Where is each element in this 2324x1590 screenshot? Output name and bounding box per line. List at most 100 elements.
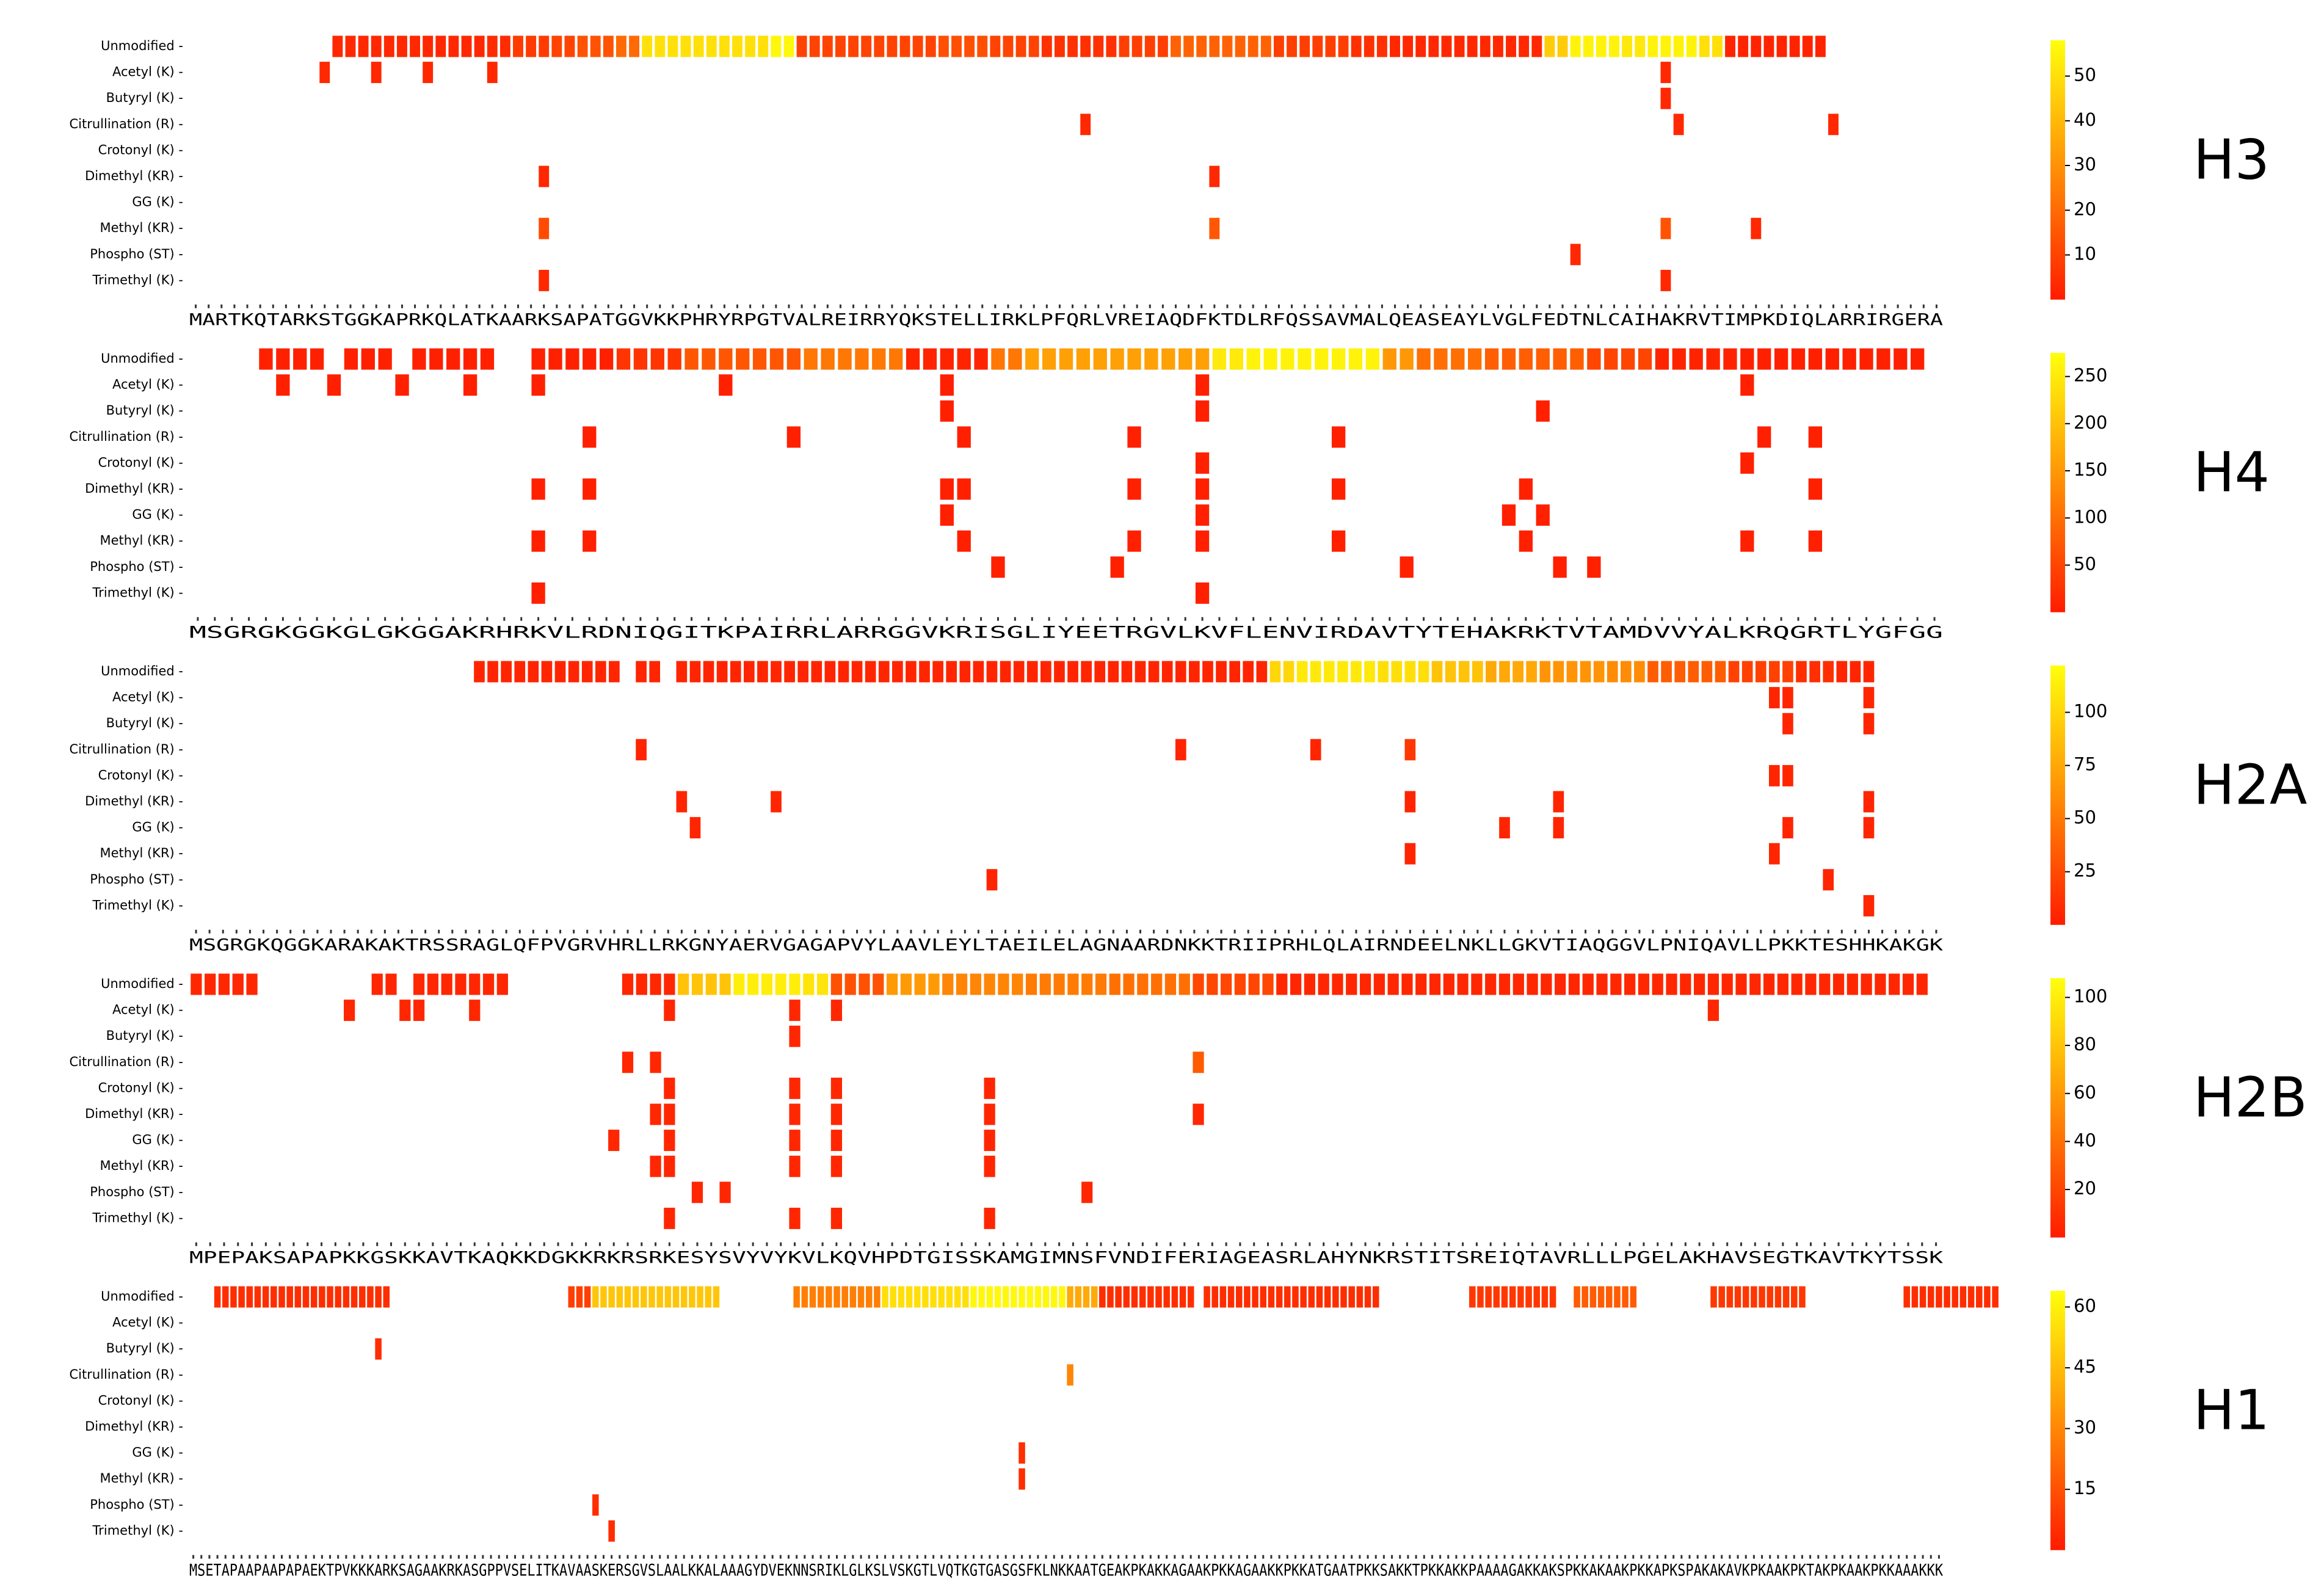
residue-tick (1359, 1555, 1361, 1559)
residue-tick (1355, 304, 1357, 308)
residue-tick (975, 1242, 977, 1246)
heatmap-cell (1725, 35, 1735, 57)
heatmap-cell (1003, 35, 1014, 57)
residue-tick (1729, 1555, 1731, 1559)
residue-tick (819, 1555, 822, 1559)
residue-tick (1304, 304, 1306, 308)
heatmap-cell (942, 973, 954, 995)
heatmap-cell (469, 1000, 481, 1022)
residue-tick (522, 1555, 525, 1559)
heatmap-cell (1219, 1286, 1227, 1308)
residue-tick (1935, 304, 1937, 308)
heatmap-cell (501, 661, 512, 683)
heatmap-cell (1863, 713, 1875, 735)
residue-tick (1523, 304, 1525, 308)
heatmap-cell (238, 1286, 245, 1308)
heatmap-cell (1635, 35, 1646, 57)
heatmap-cell (629, 35, 639, 57)
residue-tick (1262, 1555, 1265, 1559)
heatmap-cell (1624, 973, 1636, 995)
heatmap-cell (1441, 35, 1452, 57)
heatmap-cell (796, 35, 807, 57)
residue-tick (878, 304, 881, 308)
residue-tick (1833, 1555, 1836, 1559)
heatmap-cell (959, 661, 971, 683)
residue-tick (1123, 304, 1125, 308)
heatmap-cell (1769, 843, 1780, 865)
residue-tick (747, 1555, 750, 1559)
heatmap-cell (302, 1286, 310, 1308)
heatmap-cell (539, 269, 550, 291)
heatmap-cell (1025, 348, 1039, 370)
heatmap-cell (1387, 973, 1399, 995)
heatmap-cell (1876, 348, 1890, 370)
heatmap-cell (730, 661, 741, 683)
residue-tick (877, 1242, 879, 1246)
residue-tick (1342, 929, 1344, 934)
heatmap-cell (1808, 348, 1823, 370)
heatmap-cell (925, 35, 936, 57)
residue-tick (844, 617, 846, 621)
heatmap-cell (1324, 1286, 1331, 1308)
residue-tick (1897, 304, 1899, 308)
residue-tick (1742, 304, 1745, 308)
heatmap-cell (1660, 269, 1671, 291)
residue-tick (908, 1555, 910, 1559)
residue-tick (667, 929, 669, 934)
heatmap-cell (1763, 973, 1775, 995)
residue-tick (1301, 929, 1304, 934)
residue-tick (1329, 304, 1332, 308)
residue-tick (1149, 304, 1151, 308)
heatmap-cell (1139, 1286, 1146, 1308)
heatmap-cell (691, 973, 703, 995)
heatmap-cell (1243, 661, 1254, 683)
heatmap-cell (984, 1077, 995, 1099)
residue-tick (1495, 1555, 1498, 1559)
residue-tick (1382, 1555, 1385, 1559)
heatmap-cell (1175, 739, 1186, 761)
heatmap-cell (859, 973, 870, 995)
residue-tick (1225, 1242, 1227, 1246)
heatmap-cell (1809, 661, 1820, 683)
heatmap-cell (775, 973, 786, 995)
residue-tick (1576, 617, 1578, 621)
residue-tick (1153, 929, 1155, 934)
heatmap-cell (923, 348, 937, 370)
heatmap-cell (1034, 1286, 1042, 1308)
residue-tick (1093, 1555, 1095, 1559)
residue-tick (619, 1555, 621, 1559)
heatmap-cell (463, 374, 478, 396)
residue-tick (1270, 1555, 1273, 1559)
residue-tick (1889, 1555, 1892, 1559)
residue-tick (1768, 304, 1770, 308)
heatmap-cell (1467, 35, 1478, 57)
residue-tick (1916, 617, 1919, 621)
heatmap-cell (1273, 35, 1284, 57)
residue-tick (870, 929, 872, 934)
heatmap-cell (1492, 35, 1503, 57)
heatmap-cell (1536, 400, 1550, 422)
heatmap-cell (1959, 1286, 1967, 1308)
heatmap-cell (482, 973, 495, 995)
heatmap-cell (361, 348, 375, 370)
residue-tick (1664, 1555, 1666, 1559)
heatmap-cell (276, 348, 290, 370)
colorbar-tick-label: 50 (2074, 807, 2096, 828)
residue-tick (1265, 304, 1267, 308)
heatmap-cell (1115, 1286, 1122, 1308)
residue-tick (964, 929, 966, 934)
heatmap-cell (1799, 1286, 1806, 1308)
residue-tick (1629, 1242, 1631, 1246)
heatmap-cell (757, 661, 768, 683)
residue-tick (375, 304, 377, 308)
residue-tick (251, 1242, 253, 1246)
heatmap-cell (412, 348, 426, 370)
residue-tick (487, 1242, 490, 1246)
heatmap-cell (874, 35, 885, 57)
heatmap-cell (771, 791, 782, 813)
heatmap-cell (998, 973, 1009, 995)
residue-tick (224, 1555, 227, 1559)
heatmap-cell (1127, 348, 1141, 370)
residue-tick (1315, 929, 1317, 934)
residue-tick (639, 617, 642, 621)
